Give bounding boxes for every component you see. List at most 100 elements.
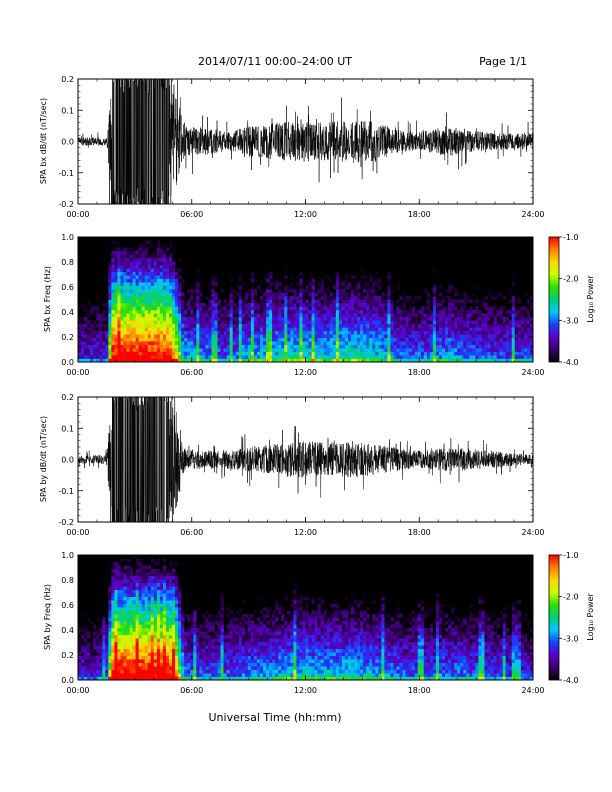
spectrogram-cell [490,327,494,332]
spectrogram-cell [205,320,209,325]
spectrogram-cell [317,323,321,328]
spectrogram-cell [135,586,139,591]
spectrogram-cell [114,610,118,615]
spectrogram-cell [241,631,246,636]
spectrogram-cell [438,358,443,363]
spectrogram-cell [208,638,212,643]
spectrogram-cell [241,337,246,342]
spectrogram-cell [247,344,252,349]
spectrogram-cell [402,323,406,328]
spectrogram-cell [147,596,152,601]
spectrogram-cell [214,278,218,283]
spectrogram-cell [526,330,531,335]
spectrogram-cell [475,320,479,325]
spectrogram-cell [150,330,155,335]
spectrogram-cell [220,607,224,611]
spectrogram-cell [390,320,394,325]
spectrogram-cell [232,676,237,681]
spectrogram-cell [341,282,346,286]
spectrogram-cell [178,673,182,677]
spectrogram-cell [196,620,200,625]
spectrogram-cell [445,341,449,345]
spectrogram-cell [193,320,197,325]
spectrogram-cell [126,278,130,283]
spectrogram-cell [208,327,212,332]
spectrogram-cell [208,666,212,670]
spectrogram-cell [199,666,203,670]
spectrogram-cell [90,306,94,311]
spectrogram-cell [117,355,121,359]
spectrogram-cell [463,302,467,307]
spectrogram-cell [129,641,133,646]
spectrogram-cell [426,299,431,304]
spectrogram-cell [526,327,531,332]
spectrogram-cell [184,669,188,674]
spectrogram-cell [81,669,85,674]
spectrogram-cell [457,327,461,332]
spectrogram-cell [372,351,376,356]
spectrogram-cell [511,323,516,328]
spectrogram-cell [387,296,391,300]
spectrogram-cell [184,641,188,646]
spectrogram-cell [123,582,127,587]
spectrogram-cell [426,309,431,314]
spectrogram-cell [147,309,152,314]
spectrogram-cell [147,638,152,643]
spectrogram-cell [381,334,385,338]
spectrogram-cell [335,302,340,307]
spectrogram-cell [451,323,455,328]
spectrogram-cell [402,327,406,332]
spectrogram-cell [87,652,91,656]
spectrogram-cell [214,313,218,318]
spectrogram-cell [241,302,246,307]
spectrogram-cell [372,309,376,314]
spectrogram-cell [311,320,315,325]
spectrogram-cell [375,323,379,328]
spectrogram-cell [308,302,312,307]
spectrogram-cell [172,614,176,618]
spectrogram-cell [156,330,161,335]
spectrogram-cell [487,334,491,338]
spectrogram-cell [135,593,139,597]
spectrogram-cell [299,320,303,325]
spectrogram-cell [96,296,100,300]
spectrogram-cell [156,645,161,650]
spectrogram-cell [175,285,179,290]
spectrogram-cell [208,306,212,311]
spectrogram-cell [156,666,161,670]
spectrogram-cell [384,327,388,332]
spectrogram-cell [235,348,240,352]
spectrogram-cell [169,659,173,663]
spectrogram-cell [202,662,206,667]
spectrogram-cell [426,348,431,352]
spectrogram-cell [445,351,449,356]
spectrogram-cell [132,330,136,335]
spectrogram-cell [387,306,391,311]
spectrogram-cell [129,247,133,252]
spectrogram-cell [208,652,212,656]
spectrogram-cell [341,309,346,314]
spectrogram-cell [105,648,109,653]
spectrogram-cell [123,565,127,570]
spectrogram-cell [502,320,506,325]
spectrogram-cell [199,334,203,338]
spectrogram-cell [460,355,464,359]
spectrogram-cell [414,337,419,342]
spectrogram-cell [120,603,124,608]
spectrogram-cell [99,676,103,681]
spectrogram-cell [114,645,118,650]
spectrogram-cell [117,344,121,349]
spectrogram-cell [205,655,209,660]
spectrogram-cell [438,330,443,335]
spectrogram-cell [481,299,485,304]
spectrogram-cell [214,355,218,359]
spectrogram-cell [129,593,133,597]
spectrogram-cell [138,254,142,259]
spectrogram-cell [165,313,170,318]
spectrogram-cell [481,348,485,352]
spectrogram-cell [238,355,243,359]
spectrogram-cell [472,351,476,356]
spectrogram-cell [172,638,176,643]
spectrogram-cell [153,648,158,653]
spectrogram-cell [102,634,106,639]
